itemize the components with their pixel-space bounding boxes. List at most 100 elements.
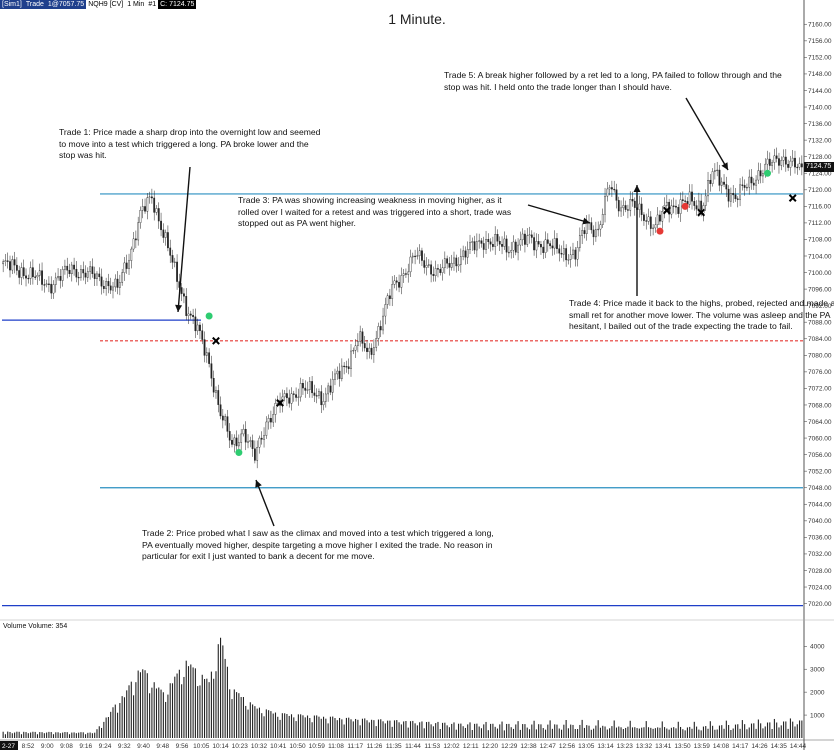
candle bbox=[295, 387, 297, 402]
price-axis-label: 7124.00 bbox=[808, 171, 832, 178]
candle bbox=[707, 171, 709, 203]
price-axis-label: 7096.00 bbox=[808, 286, 832, 293]
candle bbox=[379, 320, 382, 338]
candle bbox=[180, 283, 183, 302]
candle bbox=[565, 244, 568, 267]
candle bbox=[478, 233, 481, 249]
candle bbox=[482, 236, 485, 258]
candle bbox=[670, 199, 673, 219]
candle bbox=[473, 235, 476, 255]
candle bbox=[50, 276, 53, 300]
candle bbox=[199, 321, 201, 339]
time-axis-label: 14:44 bbox=[790, 743, 807, 750]
candle bbox=[331, 371, 334, 401]
candle bbox=[45, 279, 48, 288]
last-price-tag: 7124.75 bbox=[804, 162, 834, 172]
candle bbox=[102, 280, 105, 294]
time-axis-label: 10:05 bbox=[193, 743, 210, 750]
candle bbox=[36, 272, 39, 286]
instrument-label: NQH9 [CV] bbox=[88, 1, 124, 8]
candle bbox=[530, 230, 533, 244]
candle bbox=[105, 277, 108, 296]
candle bbox=[649, 211, 652, 237]
candle bbox=[347, 358, 350, 375]
time-axis-label: 10:59 bbox=[309, 743, 326, 750]
price-axis-label: 7120.00 bbox=[808, 187, 832, 194]
price-axis-label: 7036.00 bbox=[808, 535, 832, 542]
candle bbox=[732, 185, 735, 204]
time-axis-label: 12:02 bbox=[443, 743, 460, 750]
time-axis-label: 11:35 bbox=[386, 743, 402, 750]
candle bbox=[91, 258, 94, 278]
candle bbox=[121, 268, 124, 286]
candle bbox=[393, 275, 396, 289]
candle bbox=[457, 257, 460, 272]
time-axis-label: 13:32 bbox=[636, 743, 653, 750]
candle bbox=[755, 175, 757, 194]
time-axis-label: 14:35 bbox=[771, 743, 788, 750]
candle bbox=[798, 157, 801, 171]
candle bbox=[434, 260, 437, 282]
time-axis-label: 13:50 bbox=[674, 743, 691, 750]
price-axis-label: 7160.00 bbox=[808, 22, 832, 29]
candle bbox=[98, 267, 101, 282]
candle bbox=[304, 380, 307, 398]
time-axis-label: 13:41 bbox=[655, 743, 672, 750]
candle bbox=[778, 152, 780, 174]
candle bbox=[620, 200, 622, 218]
time-axis-label: 13:14 bbox=[597, 743, 614, 750]
candle bbox=[718, 164, 721, 192]
candle bbox=[194, 308, 197, 339]
candle bbox=[258, 435, 261, 454]
time-axis-label: 11:26 bbox=[367, 743, 383, 750]
candle bbox=[395, 276, 398, 291]
candle bbox=[20, 262, 23, 286]
time-axis-label: 12:11 bbox=[463, 743, 479, 750]
candle bbox=[606, 182, 609, 202]
candle bbox=[251, 434, 254, 457]
candle bbox=[48, 276, 50, 293]
candle bbox=[290, 387, 293, 411]
candle bbox=[439, 263, 442, 276]
candle bbox=[384, 297, 387, 325]
candle bbox=[528, 226, 531, 244]
candle bbox=[578, 227, 581, 252]
candle bbox=[274, 398, 277, 423]
candle bbox=[787, 159, 790, 172]
candle bbox=[448, 256, 451, 276]
candle bbox=[162, 223, 165, 243]
candle bbox=[22, 259, 25, 280]
candle bbox=[356, 333, 359, 353]
candle bbox=[288, 389, 291, 408]
candle bbox=[164, 229, 167, 246]
volume-axis-label: 2000 bbox=[810, 689, 825, 696]
price-axis-label: 7100.00 bbox=[808, 270, 832, 277]
exit-marker bbox=[276, 398, 284, 407]
candle bbox=[716, 161, 719, 177]
candle bbox=[730, 187, 732, 207]
candle bbox=[148, 191, 151, 204]
candle bbox=[160, 212, 162, 237]
candle bbox=[471, 237, 474, 251]
exit-marker bbox=[788, 194, 797, 202]
candle bbox=[391, 276, 394, 307]
candle bbox=[185, 288, 188, 321]
candle bbox=[727, 185, 730, 208]
candle bbox=[118, 274, 121, 296]
candle bbox=[100, 268, 103, 295]
candle bbox=[453, 251, 455, 271]
time-axis-label: 12:20 bbox=[482, 743, 499, 750]
price-axis-label: 7044.00 bbox=[808, 502, 832, 509]
price-axis-label: 7144.00 bbox=[808, 88, 832, 95]
candle bbox=[270, 410, 272, 429]
chart-header: [Sim1] Trade 1@7057.75 NQH9 [CV] 1 Min #1 C: 7… bbox=[0, 0, 197, 9]
candle bbox=[551, 238, 554, 256]
time-axis-partial: 2-27 bbox=[2, 743, 15, 750]
candle bbox=[505, 235, 508, 261]
account-label: [Sim1] bbox=[0, 0, 24, 9]
candle bbox=[611, 180, 613, 197]
candle bbox=[679, 192, 682, 222]
candle bbox=[512, 235, 515, 258]
short-entry-marker bbox=[656, 227, 664, 235]
